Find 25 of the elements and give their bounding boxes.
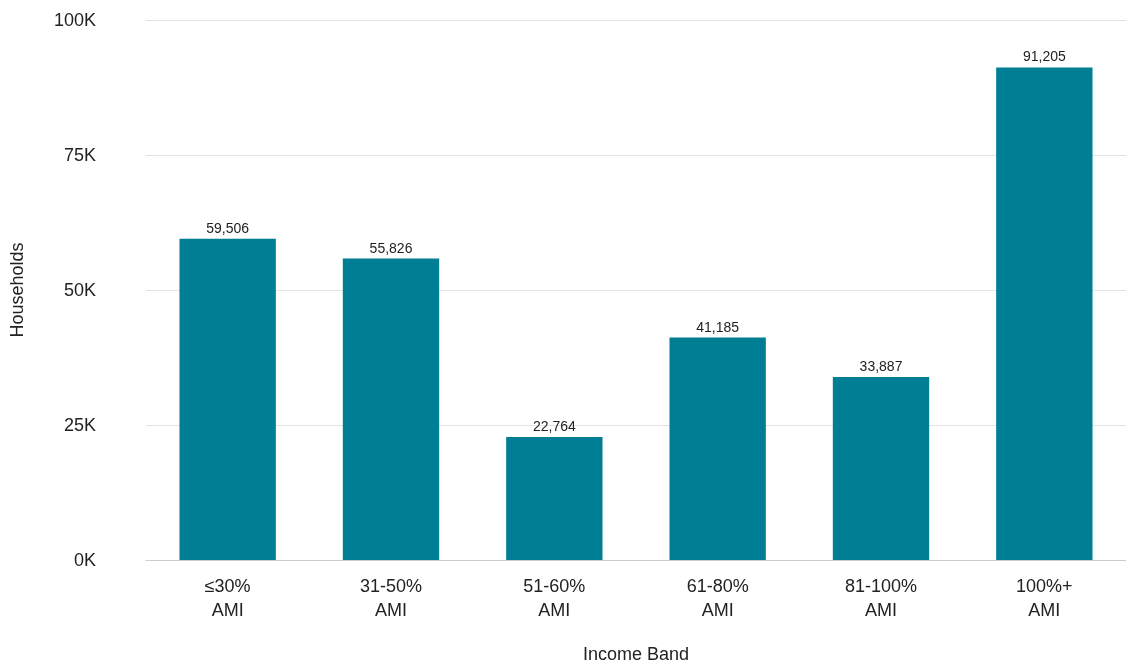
x-axis-title: Income Band (582, 644, 690, 664)
y-tick-label: 75K (63, 145, 96, 165)
x-tick-label: 100%+ AMI (1016, 576, 1073, 620)
data-label: 33,887 (859, 358, 903, 375)
x-tick-label: 51-60% AMI (523, 576, 586, 620)
data-label: 59,506 (206, 219, 250, 236)
x-tick-label: ≤30% AMI (204, 576, 251, 620)
y-tick-label: 25K (63, 415, 96, 435)
x-tick-label: 81-100% AMI (844, 576, 918, 620)
x-tick-label: 61-80% AMI (686, 576, 749, 620)
x-tick-label: 31-50% AMI (359, 576, 423, 620)
bar (832, 377, 930, 560)
bar (669, 337, 766, 560)
bar (506, 437, 603, 560)
data-label: 55,826 (369, 239, 413, 256)
bar (179, 238, 276, 560)
data-label: 41,185 (696, 318, 740, 335)
data-label: 91,205 (1022, 48, 1066, 65)
y-tick-label: 50K (63, 280, 96, 300)
bar (996, 67, 1093, 560)
data-label: 22,764 (532, 418, 576, 435)
y-tick-label: 100K (53, 10, 96, 30)
y-tick-label: 0K (73, 550, 96, 570)
bar (342, 258, 440, 560)
y-axis-title: Households (7, 242, 27, 338)
